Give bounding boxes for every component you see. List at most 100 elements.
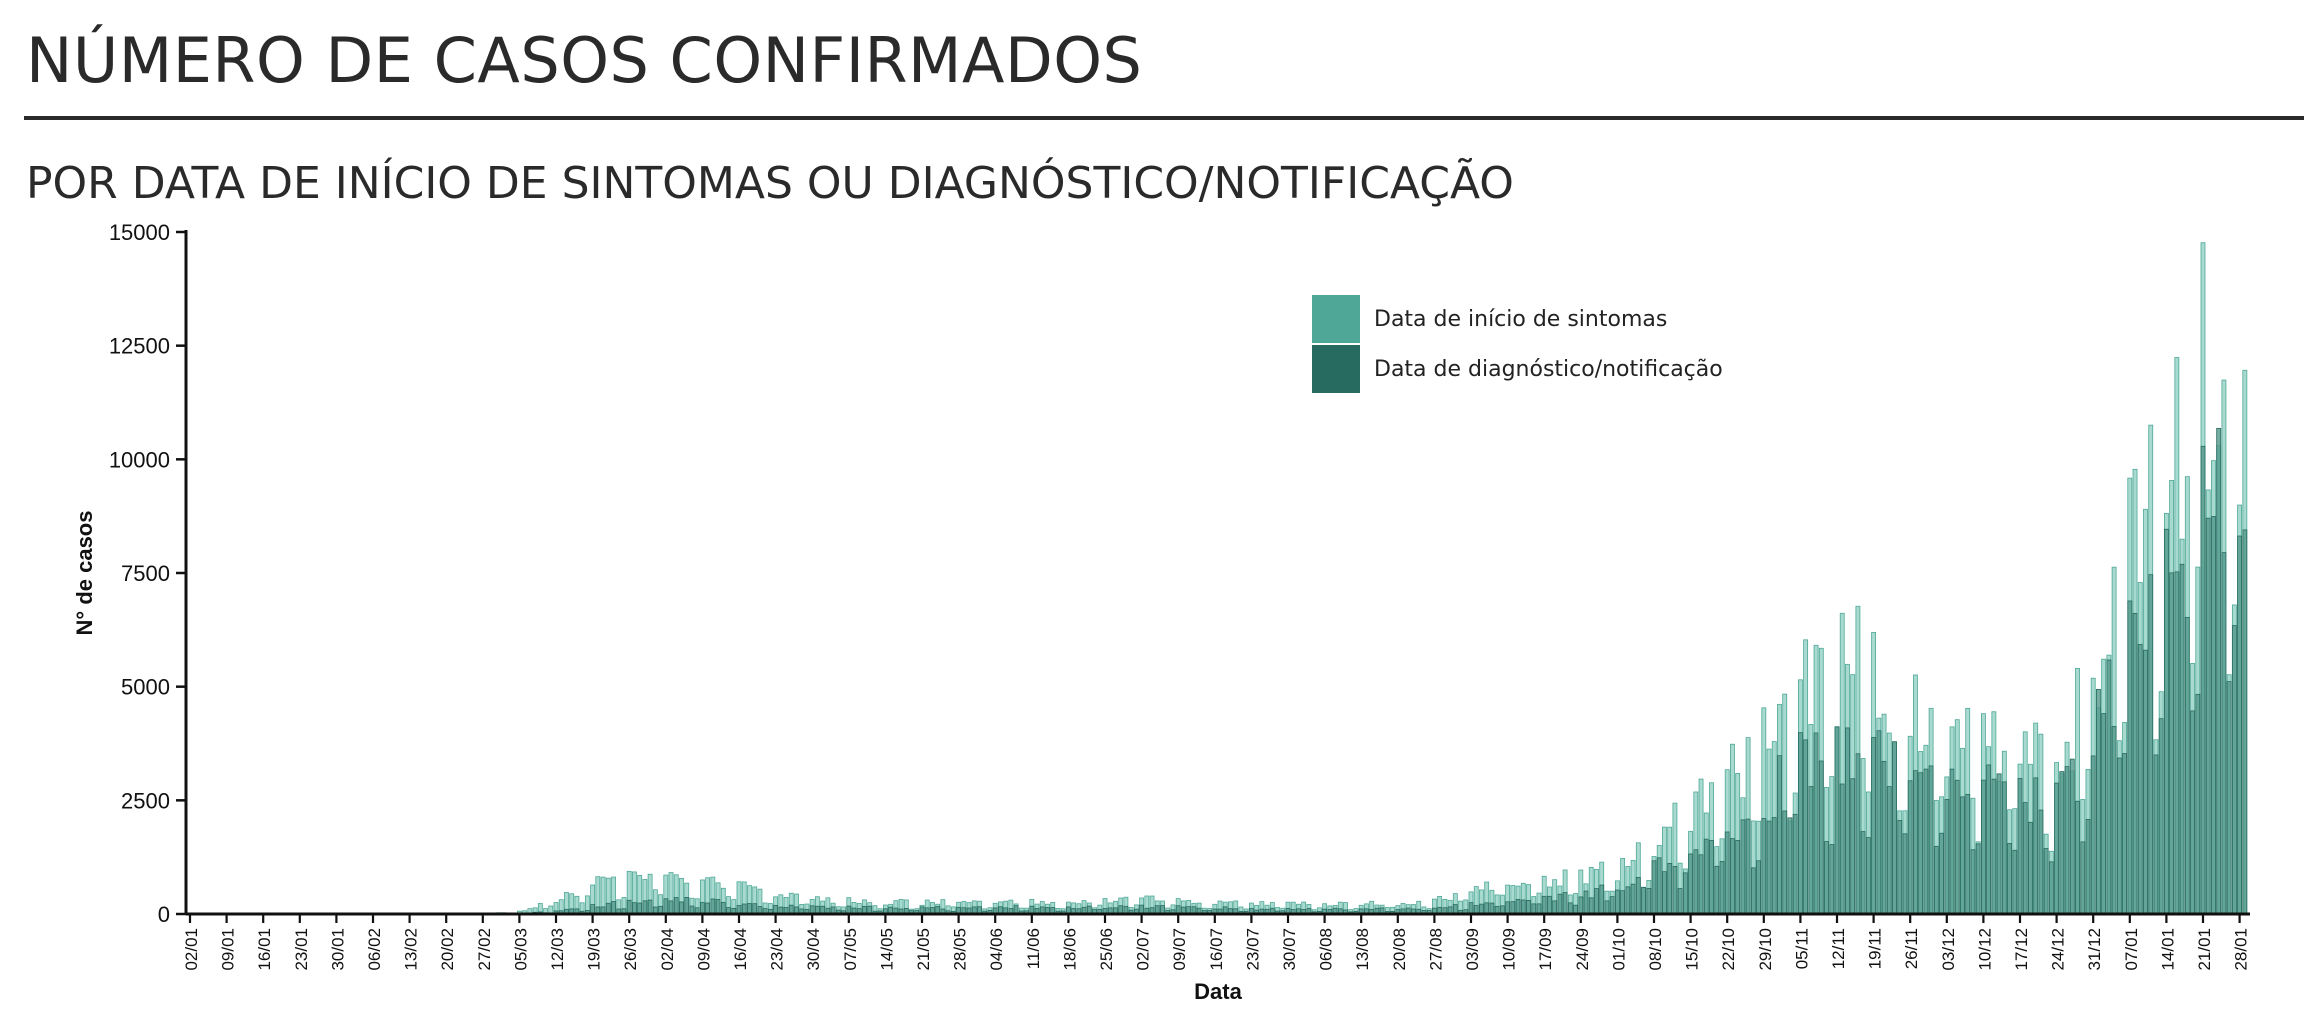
bar-diagnostico <box>2158 718 2164 915</box>
bar-diagnostico <box>1965 793 1971 915</box>
bar-diagnostico <box>1641 887 1646 915</box>
bar-diagnostico <box>1918 772 1924 915</box>
bar-diagnostico <box>699 902 705 915</box>
bar-diagnostico <box>2211 516 2216 915</box>
title-divider <box>24 116 2304 120</box>
bar-diagnostico <box>1991 778 1997 915</box>
bar-diagnostico <box>1876 730 1882 915</box>
bar-diagnostico <box>1986 764 1992 915</box>
bar-diagnostico <box>1526 900 1531 915</box>
bar-diagnostico <box>1766 820 1772 915</box>
x-tick-label: 30/04 <box>804 928 823 971</box>
bar-diagnostico <box>1656 857 1662 915</box>
bar-diagnostico <box>1620 890 1626 915</box>
bar-diagnostico <box>1892 741 1897 915</box>
bar-diagnostico <box>1808 786 1814 915</box>
x-tick-label: 23/01 <box>292 928 311 971</box>
bar-diagnostico <box>2184 616 2190 915</box>
x-tick-label: 01/10 <box>1609 928 1628 971</box>
bar-diagnostico <box>1913 770 1918 915</box>
bar-diagnostico <box>2043 848 2049 915</box>
bar-diagnostico <box>1980 779 1986 915</box>
x-tick-label: 12/11 <box>1829 928 1848 969</box>
x-tick-label: 04/06 <box>987 928 1006 971</box>
page-title: NÚMERO DE CASOS CONFIRMADOS <box>26 24 1143 97</box>
bar-diagnostico <box>2059 771 2065 915</box>
bar-diagnostico <box>2179 563 2185 915</box>
bars-group <box>485 242 2248 915</box>
bar-diagnostico <box>1792 813 1798 915</box>
bar-diagnostico <box>1818 760 1824 915</box>
legend-label-diagnostico: Data de diagnóstico/notificação <box>1374 357 1723 382</box>
x-tick-label: 21/05 <box>914 928 933 971</box>
x-tick-label: 03/09 <box>1463 928 1482 971</box>
bar-diagnostico <box>1588 897 1594 915</box>
x-tick-label: 27/08 <box>1426 928 1445 971</box>
bar-diagnostico <box>2007 843 2012 915</box>
x-tick-label: 17/09 <box>1536 928 1555 971</box>
bar-diagnostico <box>2028 821 2033 915</box>
bar-diagnostico <box>2143 649 2148 915</box>
bar-diagnostico <box>668 900 674 915</box>
bar-diagnostico <box>1871 737 1877 915</box>
x-tick-label: 24/12 <box>2049 928 2068 971</box>
bar-diagnostico <box>1813 732 1819 915</box>
bar-diagnostico <box>2054 782 2060 915</box>
x-tick-label: 09/07 <box>1170 928 1189 971</box>
bar-diagnostico <box>1829 844 1835 915</box>
bar-diagnostico <box>1881 760 1887 915</box>
bar-diagnostico <box>1923 768 1929 915</box>
bar-diagnostico <box>1505 901 1511 915</box>
bar-diagnostico <box>679 901 684 915</box>
x-tick-label: 07/05 <box>841 928 860 971</box>
x-tick-label: 22/10 <box>1719 928 1738 971</box>
bar-diagnostico <box>1547 895 1552 915</box>
bar-diagnostico <box>2080 841 2086 915</box>
bar-diagnostico <box>1541 895 1547 915</box>
bar-diagnostico <box>2132 612 2138 915</box>
x-tick-label: 05/11 <box>1792 928 1811 969</box>
bar-diagnostico <box>1996 773 2002 915</box>
bar-diagnostico <box>1745 818 1751 915</box>
x-tick-label: 23/07 <box>1243 928 1262 971</box>
bar-diagnostico <box>1510 901 1516 915</box>
bar-diagnostico <box>605 902 611 915</box>
bar-diagnostico <box>1824 841 1829 915</box>
bar-diagnostico <box>1667 863 1673 915</box>
bar-diagnostico <box>611 901 616 915</box>
x-tick-label: 15/10 <box>1683 928 1702 971</box>
y-axis-title: N° de casos <box>72 511 97 636</box>
x-tick-label: 06/02 <box>365 928 384 971</box>
bar-diagnostico <box>2148 574 2154 915</box>
bar-diagnostico <box>2205 517 2211 915</box>
x-tick-label: 16/01 <box>255 928 274 971</box>
x-tick-label: 16/04 <box>731 928 750 971</box>
x-tick-label: 02/01 <box>182 928 201 971</box>
bar-diagnostico <box>2012 849 2018 915</box>
bar-diagnostico <box>1865 837 1871 915</box>
x-tick-label: 02/07 <box>1134 928 1153 971</box>
bar-diagnostico <box>1583 890 1589 915</box>
bar-diagnostico <box>2022 802 2028 915</box>
x-tick-label: 13/02 <box>402 928 421 971</box>
x-tick-label: 21/01 <box>2195 928 2214 971</box>
x-tick-label: 18/06 <box>1060 928 1079 971</box>
bar-diagnostico <box>1693 849 1699 915</box>
bar-diagnostico <box>2226 681 2232 915</box>
x-tick-label: 12/03 <box>548 928 567 971</box>
bar-diagnostico <box>1771 817 1777 915</box>
bar-diagnostico <box>2169 572 2175 915</box>
bar-diagnostico <box>1724 831 1730 915</box>
legend-label-sintomas: Data de início de sintomas <box>1374 307 1668 332</box>
bar-diagnostico <box>1834 726 1840 915</box>
bar-diagnostico <box>1614 889 1620 915</box>
bar-diagnostico <box>1928 765 1934 915</box>
bar-diagnostico <box>2242 529 2248 915</box>
x-tick-label: 14/05 <box>877 928 896 971</box>
bar-diagnostico <box>2190 710 2195 915</box>
bar-diagnostico <box>2195 693 2201 915</box>
bar-diagnostico <box>1662 871 1667 915</box>
bar-diagnostico <box>647 899 653 915</box>
x-tick-label: 05/03 <box>511 928 530 971</box>
bar-diagnostico <box>1635 877 1641 915</box>
